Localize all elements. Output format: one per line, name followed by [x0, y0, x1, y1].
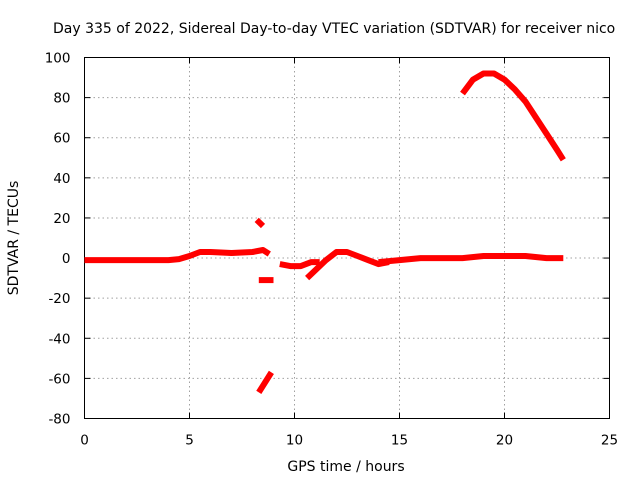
series-short-rising-8h — [254, 217, 266, 229]
series-mid-dip — [279, 259, 320, 270]
y-tick-label: -60 — [48, 371, 70, 387]
y-tick-label: 80 — [53, 91, 70, 107]
y-tick-label: 0 — [62, 251, 71, 267]
series-baseline-early — [84, 247, 271, 264]
x-axis-label: GPS time / hours — [287, 459, 404, 475]
series-rise-11h — [305, 249, 390, 281]
x-tick-label: 20 — [496, 433, 513, 449]
x-tick-label: 10 — [286, 433, 303, 449]
series-drop-arc-8h — [256, 370, 274, 394]
x-tick-label: 5 — [185, 433, 194, 449]
x-tick-label: 0 — [80, 433, 89, 449]
series-high-arc — [460, 70, 566, 162]
y-tick-label: 100 — [45, 51, 71, 67]
y-tick-label: 60 — [53, 131, 70, 147]
x-tick-label: 25 — [601, 433, 618, 449]
y-tick-label: -40 — [48, 331, 70, 347]
y-tick-label: -80 — [48, 412, 70, 428]
chart-title: Day 335 of 2022, Sidereal Day-to-day VTE… — [53, 21, 615, 37]
plot-frame — [84, 57, 610, 419]
y-tick-label: 20 — [53, 211, 70, 227]
grid — [84, 57, 610, 419]
y-axis-label: SDTVAR / TECUs — [6, 181, 22, 296]
series-baseline-late — [378, 253, 564, 266]
y-tick-label: -20 — [48, 291, 70, 307]
x-tick-label: 15 — [391, 433, 408, 449]
axis-ticks: 0 5 10 15 20 25 -80 -60 -40 -20 0 20 40 60 80 100 — [45, 51, 618, 449]
series-lines — [84, 70, 566, 394]
y-tick-label: 40 — [53, 171, 70, 187]
